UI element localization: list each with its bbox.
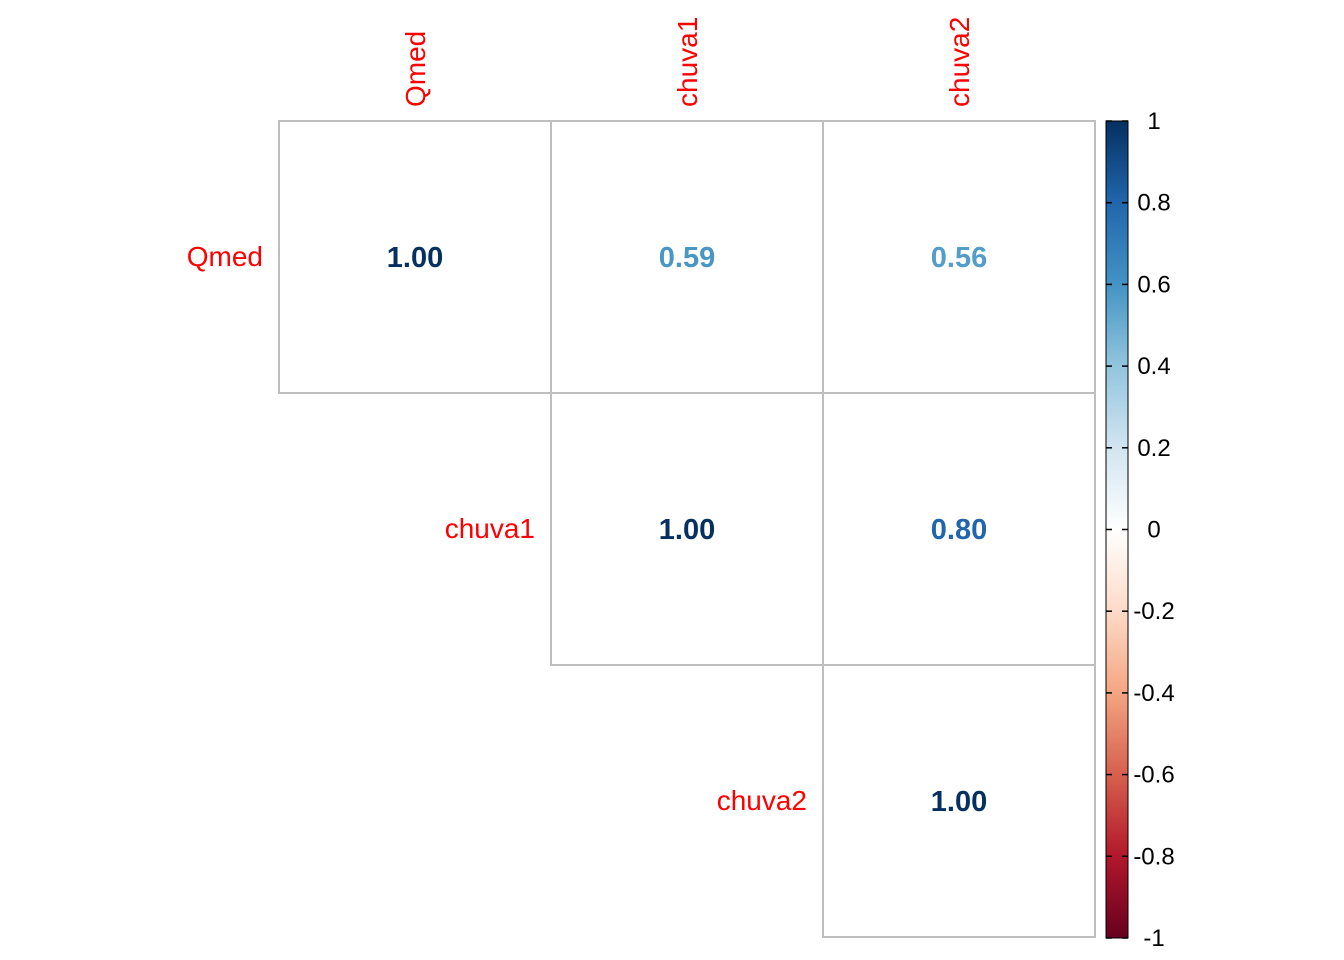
- legend-tick-label: 0: [1147, 517, 1160, 544]
- cell-value-Qmed-Qmed: 1.00: [387, 242, 443, 274]
- column-labels: Qmed chuva1 chuva2: [400, 17, 975, 107]
- row-label-chuva1: chuva1: [445, 513, 535, 544]
- row-label-chuva2: chuva2: [717, 785, 807, 816]
- legend-tick-label: 0.8: [1137, 190, 1170, 217]
- column-label-Qmed: Qmed: [400, 31, 431, 107]
- column-label-chuva1: chuva1: [672, 17, 703, 107]
- legend-tick-label: -1: [1143, 925, 1164, 952]
- cell-value-Qmed-chuva1: 0.59: [659, 242, 715, 274]
- legend-tick-label: 0.4: [1137, 353, 1170, 380]
- color-legend: 1 0.8 0.6 0.4 0.2 0 -0.2 -0.4 -0.6 -0.8 -1: [1105, 108, 1175, 952]
- legend-tick-label: 1: [1147, 108, 1160, 135]
- cell-chuva2-chuva2: [822, 664, 1096, 938]
- legend-tick-label: -0.6: [1133, 762, 1174, 789]
- row-labels: Qmed chuva1 chuva2: [187, 241, 807, 816]
- cell-value-Qmed-chuva2: 0.56: [931, 242, 987, 274]
- legend-tick-label: -0.4: [1133, 680, 1174, 707]
- cell-value-chuva1-chuva2: 0.80: [931, 514, 987, 546]
- row-label-Qmed: Qmed: [187, 241, 263, 272]
- cell-grid: [278, 120, 1096, 938]
- legend-tick-label: 0.2: [1137, 435, 1170, 462]
- cell-value-chuva1-chuva1: 1.00: [659, 514, 715, 546]
- column-label-chuva2: chuva2: [944, 17, 975, 107]
- cell-value-chuva2-chuva2: 1.00: [931, 786, 987, 818]
- legend-tick-label: -0.8: [1133, 843, 1174, 870]
- legend-tick-label: 0.6: [1137, 271, 1170, 298]
- legend-tick-label: -0.2: [1133, 598, 1174, 625]
- cell-values: 1.00 0.59 0.56 1.00 0.80 1.00: [387, 242, 987, 818]
- color-legend-ticks: 1 0.8 0.6 0.4 0.2 0 -0.2 -0.4 -0.6 -0.8 -1: [1106, 108, 1175, 952]
